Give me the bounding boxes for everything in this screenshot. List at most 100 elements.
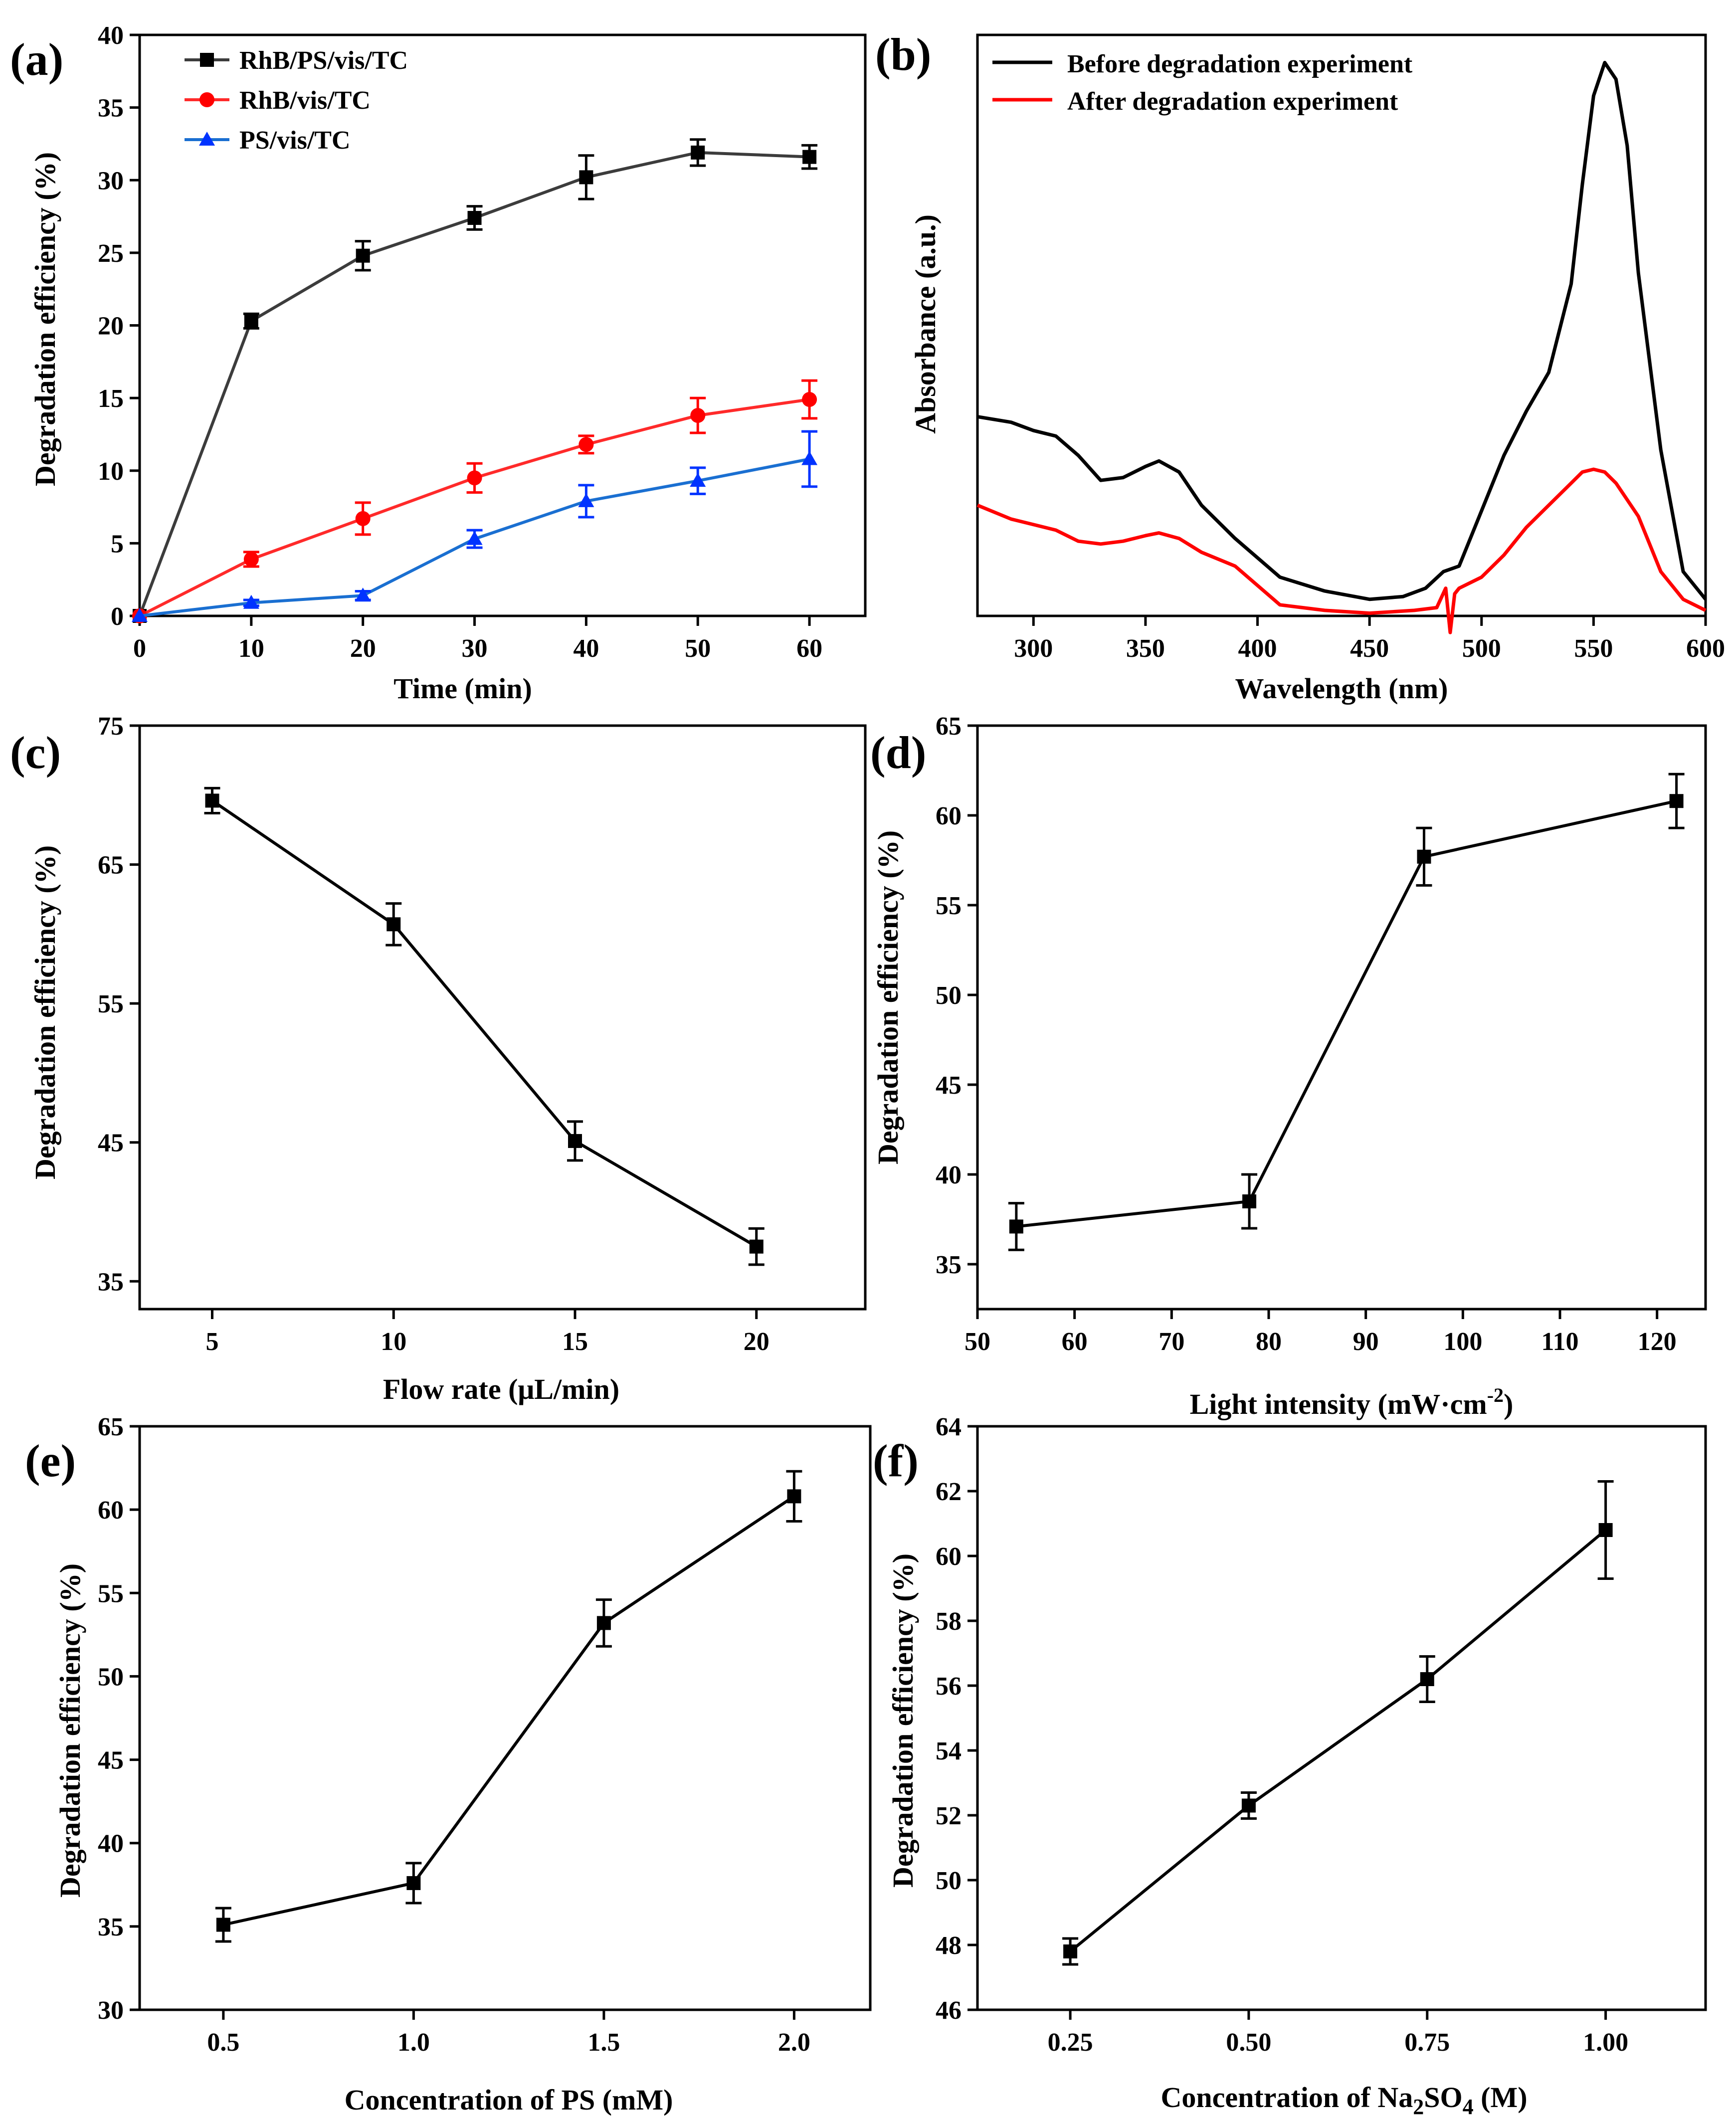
y-tick-label: 5: [111, 530, 124, 558]
y-tick-label: 50: [936, 1867, 962, 1895]
data-point: [216, 1918, 230, 1932]
series-line-1: [139, 398, 810, 617]
y-tick-label: 65: [98, 1413, 124, 1441]
data-point: [355, 511, 371, 526]
x-axis-label: Concentration of Na2SO4 (M): [1160, 2081, 1527, 2119]
panel-c: (c) 5 10 15 20 35 45 55 65 75 Flow rate (μL/min…: [10, 712, 867, 1405]
legend: Before degradation experiment After degr…: [992, 50, 1413, 116]
y-tick-label: 64: [936, 1413, 962, 1441]
x-tick-label: 20: [350, 634, 376, 663]
y-tick-label: 55: [98, 1579, 124, 1608]
x-tick-label: 350: [1126, 634, 1165, 663]
data-point: [467, 470, 482, 486]
y-ticks: 0 5 10 15 20 25 30 35 40: [98, 21, 140, 631]
y-tick-label: 40: [936, 1161, 962, 1189]
data-point: [568, 1134, 582, 1148]
y-tick-label: 35: [98, 94, 124, 123]
data-point: [596, 1616, 611, 1630]
data-point: [243, 552, 259, 567]
x-tick-label: 100: [1443, 1328, 1482, 1356]
y-tick-label: 60: [936, 1543, 962, 1571]
y-tick-label: 20: [98, 312, 124, 341]
plot-series: [1062, 1480, 1614, 1966]
data-point: [690, 408, 706, 423]
y-tick-label: 25: [98, 239, 124, 268]
legend-label-0: RhB/PS/vis/TC: [239, 46, 408, 75]
plot-series: [215, 1470, 802, 1943]
data-point: [132, 608, 148, 622]
legend-label-2: PS/vis/TC: [239, 126, 351, 155]
x-ticks: 0 10 20 30 40 50 60: [133, 616, 822, 663]
panel-d: (d) 50 60 70 80 90 100 110 120 35 40 45 50 55 60 65 L…: [870, 712, 1707, 1420]
x-tick-label: 400: [1238, 634, 1277, 663]
y-ticks: 30 35 40 45 50 55 60 65: [98, 1413, 140, 2025]
panel-label-f: (f): [873, 1435, 919, 1486]
y-tick-label: 35: [98, 1913, 124, 1941]
x-tick-label: 300: [1014, 634, 1053, 663]
y-tick-label: 35: [936, 1251, 962, 1279]
x-axis-label-main: Concentration of Na: [1160, 2081, 1413, 2114]
y-axis-label: Degradation efficiency (%): [54, 1563, 86, 1898]
legend-item-0: RhB/PS/vis/TC: [185, 46, 408, 75]
y-tick-label: 65: [98, 851, 124, 880]
y-tick-label: 52: [936, 1802, 962, 1830]
x-axis-label-mid: SO: [1424, 2081, 1462, 2114]
x-tick-label: 15: [562, 1328, 588, 1356]
x-tick-label: 110: [1541, 1328, 1578, 1356]
x-tick-label: 450: [1350, 634, 1389, 663]
plot-series: [976, 61, 1707, 634]
x-ticks: 0.5 1.0 1.5 2.0: [207, 2010, 810, 2057]
x-ticks: 300 350 400 450 500 550 600: [1014, 616, 1725, 663]
panel-f: (f) 0.25 0.50 0.75 1.00 46 48 50 52 54 56 58 60 62 6…: [873, 1413, 1707, 2119]
data-point: [1598, 1523, 1613, 1537]
panel-label-b: (b): [875, 29, 931, 80]
x-axis-label: Time (min): [393, 672, 532, 705]
x-tick-label: 0.25: [1048, 2028, 1093, 2057]
data-point: [1063, 1944, 1078, 1958]
plot-series: [204, 786, 765, 1266]
x-tick-label: 1.5: [587, 2028, 620, 2057]
x-tick-label: 1.0: [397, 2028, 430, 2057]
panel-b: (b) 300 350 400 450 500 550 600 Wavelength (nm…: [875, 29, 1725, 705]
axis-frame: [138, 1425, 872, 2011]
x-axis-label: Wavelength (nm): [1235, 672, 1448, 705]
x-tick-label: 50: [964, 1328, 990, 1356]
x-axis-label-main: Light intensity (mW·cm: [1190, 1388, 1487, 1420]
y-tick-label: 65: [936, 712, 962, 741]
x-tick-label: 20: [744, 1328, 770, 1356]
x-axis-label: Light intensity (mW·cm-2): [1190, 1384, 1514, 1420]
x-tick-label: 40: [573, 634, 599, 663]
y-axis-label: Degradation efficiency (%): [872, 830, 904, 1164]
y-tick-label: 35: [98, 1268, 124, 1296]
legend-label-0: Before degradation experiment: [1067, 50, 1413, 78]
y-tick-label: 0: [111, 602, 124, 631]
x-tick-label: 10: [238, 634, 264, 663]
plot-area-border: [976, 1425, 1707, 2011]
y-tick-label: 10: [98, 457, 124, 486]
data-point: [690, 473, 706, 487]
y-axis-label: Degradation efficiency (%): [887, 1553, 919, 1888]
panel-label-d: (d): [870, 727, 926, 778]
plot-area-border: [976, 33, 1707, 617]
x-tick-label: 70: [1158, 1328, 1184, 1356]
y-tick-label: 60: [936, 802, 962, 830]
data-point: [1417, 849, 1431, 864]
y-tick-label: 54: [936, 1737, 962, 1765]
series-line-0: [1069, 1529, 1607, 1953]
y-tick-label: 40: [98, 21, 124, 50]
y-tick-label: 75: [98, 712, 124, 741]
x-tick-label: 600: [1686, 634, 1725, 663]
panel-e: (e) 0.5 1.0 1.5 2.0 30 35 40 45 50 55 60 65 Concen…: [25, 1413, 872, 2116]
y-tick-label: 46: [936, 1996, 962, 2025]
y-tick-label: 58: [936, 1607, 962, 1636]
x-tick-label: 550: [1574, 634, 1613, 663]
panel-label-e: (e): [25, 1435, 76, 1486]
plot-series: [1008, 772, 1685, 1251]
x-axis-label: Concentration of PS (mM): [345, 2084, 673, 2116]
x-axis-label-sub1: 2: [1413, 2095, 1424, 2119]
data-point: [579, 437, 594, 452]
y-ticks: 46 48 50 52 54 56 58 60 62 64: [936, 1413, 977, 2025]
y-tick-label: 62: [936, 1478, 962, 1506]
y-axis-label: Degradation efficiency (%): [29, 152, 61, 486]
